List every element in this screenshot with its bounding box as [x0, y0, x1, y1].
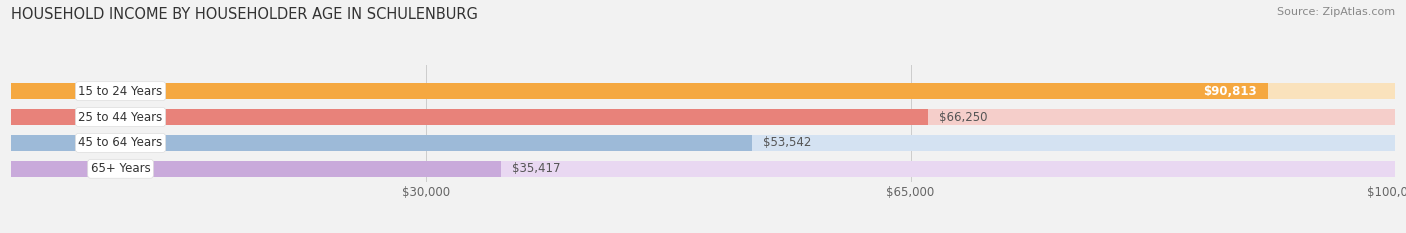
Bar	[11, 161, 1395, 177]
Bar	[11, 109, 1395, 125]
Text: 25 to 44 Years: 25 to 44 Years	[79, 110, 163, 123]
Bar	[11, 109, 928, 125]
Bar	[11, 161, 502, 177]
Bar	[11, 83, 1395, 99]
Text: $35,417: $35,417	[512, 162, 561, 175]
Text: HOUSEHOLD INCOME BY HOUSEHOLDER AGE IN SCHULENBURG: HOUSEHOLD INCOME BY HOUSEHOLDER AGE IN S…	[11, 7, 478, 22]
Bar	[11, 83, 1268, 99]
Text: Source: ZipAtlas.com: Source: ZipAtlas.com	[1277, 7, 1395, 17]
Text: $66,250: $66,250	[939, 110, 987, 123]
Text: $53,542: $53,542	[763, 136, 811, 149]
Text: $90,813: $90,813	[1204, 85, 1257, 98]
Text: 15 to 24 Years: 15 to 24 Years	[79, 85, 163, 98]
Text: 45 to 64 Years: 45 to 64 Years	[79, 136, 163, 149]
Bar	[11, 135, 752, 151]
Text: 65+ Years: 65+ Years	[90, 162, 150, 175]
Bar	[11, 135, 1395, 151]
